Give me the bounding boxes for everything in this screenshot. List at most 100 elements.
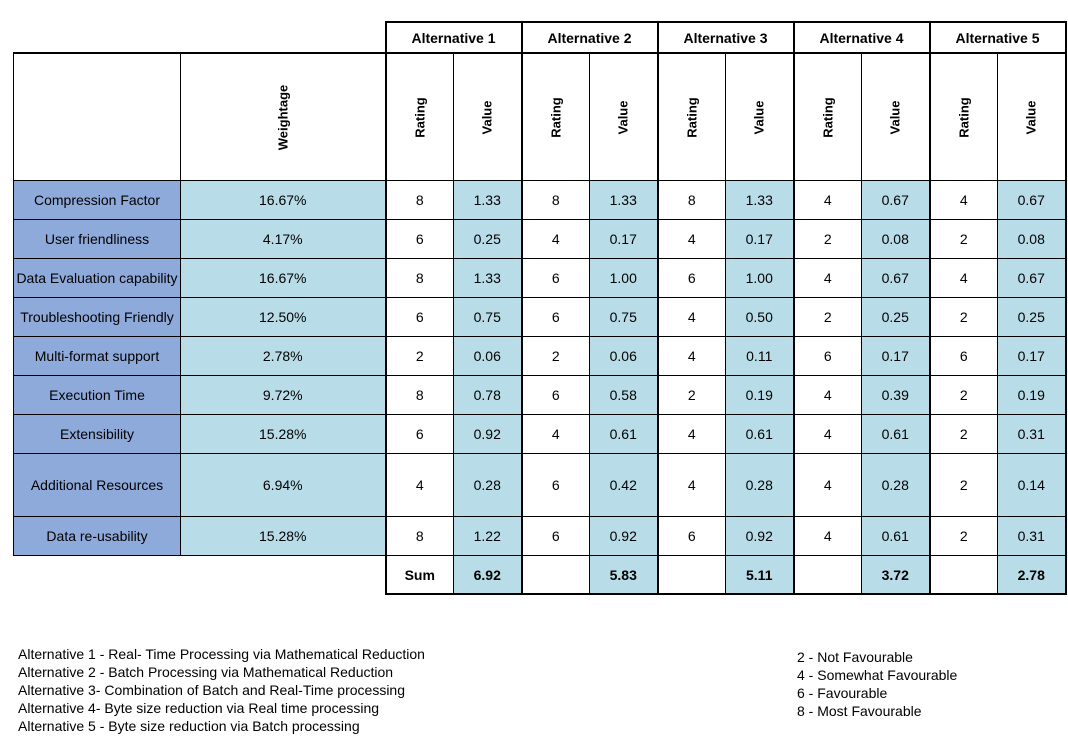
value-cell: 0.25 [453,219,523,259]
table-row: Data Evaluation capability 16.67% 8 1.33 6 1.… [13,258,1067,298]
rating-header: Rating [929,52,998,181]
sum-row: Sum 6.92 5.83 5.11 3.72 2.78 [14,555,1067,595]
rating-cell: 2 [929,516,998,556]
alternatives-header-row: Alternative 1 Alternative 2 Alternative … [14,21,1067,54]
rating-cell: 6 [384,297,454,337]
criterion-cell: User friendliness [13,219,181,259]
rating-label: Rating [548,97,564,138]
sum-value: 6.92 [453,555,523,595]
value-cell: 0.67 [861,180,931,220]
value-cell: 0.06 [589,336,659,376]
value-cell: 0.17 [725,219,795,259]
blank-corner [14,22,181,53]
blank-corner [181,22,386,53]
weightage-label: Weightage [275,84,291,151]
table-row: User friendliness 4.17% 6 0.25 4 0.17 4 0.17 2 0.… [13,219,1067,259]
value-cell: 0.78 [453,375,523,415]
rating-label: Rating [820,97,836,138]
value-cell: 0.11 [725,336,795,376]
rating-cell: 4 [793,258,862,298]
criterion-cell: Extensibility [13,414,181,454]
blank-cell [14,556,181,595]
rating-cell: 6 [929,336,998,376]
table-row: Execution Time 9.72% 8 0.78 6 0.58 2 0.19 4 0.39 2… [13,375,1067,415]
value-label: Value [751,100,767,135]
rating-header: Rating [384,52,454,181]
criterion-cell: Multi-format support [13,336,181,376]
rating-cell: 6 [657,258,726,298]
value-cell: 0.28 [725,453,795,517]
table-row: Multi-format support 2.78% 2 0.06 2 0.06 4 0.11… [13,336,1067,376]
value-cell: 0.61 [861,414,931,454]
weightage-cell: 16.67% [180,258,386,298]
weightage-cell: 6.94% [180,453,386,517]
value-cell: 0.75 [589,297,659,337]
rating-header: Rating [521,52,590,181]
value-cell: 0.42 [589,453,659,517]
value-cell: 1.33 [589,180,659,220]
value-cell: 1.33 [453,180,523,220]
table-row: Compression Factor 16.67% 8 1.33 8 1.33 8 1.33 4… [13,180,1067,220]
value-cell: 0.92 [453,414,523,454]
rating-cell: 6 [384,414,454,454]
value-cell: 0.17 [589,219,659,259]
value-cell: 0.28 [861,453,931,517]
value-cell: 1.33 [453,258,523,298]
value-cell: 0.28 [453,453,523,517]
decision-matrix-table: Alternative 1 Alternative 2 Alternative … [13,21,1067,595]
rating-header: Rating [657,52,726,181]
weightage-cell: 15.28% [180,516,386,556]
criterion-header-empty [13,52,181,181]
legend-item: Alternative 4- Byte size reduction via R… [18,700,380,716]
value-cell: 0.14 [997,453,1067,517]
value-cell: 0.58 [589,375,659,415]
rating-cell: 4 [793,516,862,556]
rating-legend-item: 6 - Favourable [797,685,888,701]
rating-cell: 4 [657,414,726,454]
rating-cell: 4 [657,219,726,259]
rating-cell: 6 [521,297,590,337]
criterion-cell: Additional Resources [13,453,181,517]
criteria-rows: Compression Factor 16.67% 8 1.33 8 1.33 8 1.33 4… [13,180,1067,556]
sum-label: Sum [384,555,454,595]
weightage-cell: 15.28% [180,414,386,454]
sum-blank [657,555,726,595]
value-cell: 0.67 [861,258,931,298]
sum-value: 5.83 [589,555,659,595]
value-cell: 0.17 [997,336,1067,376]
weightage-cell: 9.72% [180,375,386,415]
value-cell: 0.61 [725,414,795,454]
rating-cell: 6 [521,258,590,298]
value-cell: 1.00 [589,258,659,298]
rating-cell: 6 [521,516,590,556]
table-row: Extensibility 15.28% 6 0.92 4 0.61 4 0.61 4 0.61 2… [13,414,1067,454]
rating-cell: 4 [793,180,862,220]
rating-cell: 2 [793,219,862,259]
legend-item: Alternative 2 - Batch Processing via Mat… [18,664,394,680]
value-label: Value [479,100,495,135]
rating-cell: 2 [657,375,726,415]
rating-cell: 8 [384,375,454,415]
table-row: Additional Resources 6.94% 4 0.28 6 0.42 4 0.28… [13,453,1067,517]
value-cell: 0.19 [997,375,1067,415]
alternative-header: Alternative 1 [384,21,523,54]
rating-cell: 4 [521,219,590,259]
value-header: Value [453,52,523,181]
value-cell: 1.00 [725,258,795,298]
rating-cell: 4 [657,336,726,376]
sum-value: 5.11 [725,555,795,595]
rating-cell: 4 [657,297,726,337]
alternative-header: Alternative 3 [656,21,795,54]
value-cell: 1.33 [725,180,795,220]
legend-item: Alternative 5 - Byte size reduction via … [18,718,360,734]
rating-cell: 4 [929,180,998,220]
rating-legend: 2 - Not Favourable 4 - Somewhat Favourab… [797,648,957,720]
rating-cell: 4 [929,258,998,298]
sum-blank [929,555,998,595]
value-cell: 1.22 [453,516,523,556]
value-header: Value [589,52,659,181]
rating-cell: 6 [521,375,590,415]
criterion-cell: Compression Factor [13,180,181,220]
sum-blank [521,555,590,595]
rating-header: Rating [793,52,862,181]
